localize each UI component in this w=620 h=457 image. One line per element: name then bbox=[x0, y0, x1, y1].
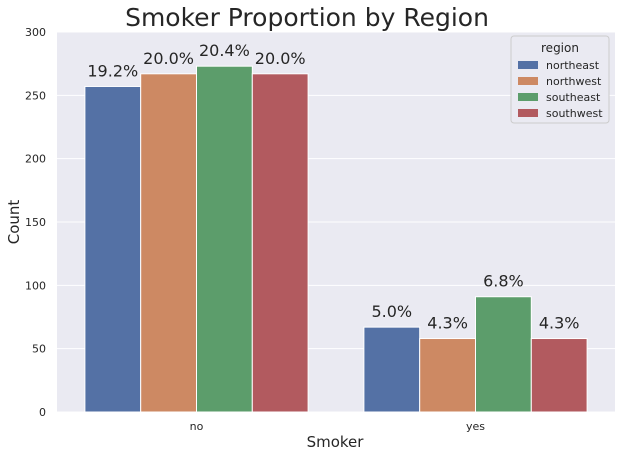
y-tick-label: 50 bbox=[32, 343, 46, 356]
legend-box bbox=[510, 35, 610, 124]
data-label: 4.3% bbox=[427, 314, 468, 333]
bar-northwest-yes bbox=[419, 338, 477, 413]
y-tick-label: 300 bbox=[25, 26, 46, 39]
data-label: 20.0% bbox=[143, 49, 194, 68]
y-tick-label: 250 bbox=[25, 89, 46, 102]
chart-title: Smoker Proportion by Region bbox=[125, 3, 489, 32]
y-axis-label: Count bbox=[5, 200, 23, 245]
data-label: 6.8% bbox=[483, 272, 524, 291]
y-tick-label: 100 bbox=[25, 279, 46, 292]
y-tick-label: 150 bbox=[25, 216, 46, 229]
legend-swatch-northwest bbox=[518, 77, 538, 85]
bar-southwest-no bbox=[251, 73, 309, 413]
legend-swatch-northeast bbox=[518, 61, 538, 69]
legend-swatch-southwest bbox=[518, 109, 538, 117]
x-axis-label: Smoker bbox=[307, 433, 365, 451]
legend-item-northwest: northwest bbox=[546, 75, 602, 88]
bar-southwest-yes bbox=[530, 338, 588, 413]
legend-item-southeast: southeast bbox=[546, 91, 601, 104]
data-label: 20.4% bbox=[199, 41, 250, 60]
data-label: 4.3% bbox=[539, 314, 580, 333]
data-label: 20.0% bbox=[255, 49, 306, 68]
data-labels: 19.2% 20.0% 20.4% 20.0% 5.0% 4.3% 6.8% 4.3% bbox=[87, 41, 579, 332]
bar-northwest-no bbox=[140, 73, 197, 413]
legend-item-southwest: southwest bbox=[546, 107, 603, 120]
bar-northeast-no bbox=[84, 85, 142, 413]
data-label: 5.0% bbox=[371, 302, 412, 321]
x-tick-label: no bbox=[190, 420, 204, 433]
x-axis-ticks: no yes bbox=[190, 420, 486, 433]
data-label: 19.2% bbox=[87, 61, 138, 80]
legend-item-northeast: northeast bbox=[546, 59, 600, 72]
legend-title: region bbox=[541, 41, 579, 55]
y-tick-label: 0 bbox=[39, 406, 46, 419]
legend: region northeast northwest southeast southw… bbox=[510, 35, 610, 124]
y-axis-ticks: 0 50 100 150 200 250 300 bbox=[25, 26, 46, 419]
x-tick-label: yes bbox=[466, 420, 485, 433]
bar-southeast-no bbox=[196, 65, 253, 413]
bar-southeast-yes bbox=[475, 296, 532, 413]
legend-swatch-southeast bbox=[518, 93, 538, 101]
bars bbox=[84, 65, 588, 413]
y-tick-label: 200 bbox=[25, 153, 46, 166]
bar-northeast-yes bbox=[363, 326, 421, 413]
